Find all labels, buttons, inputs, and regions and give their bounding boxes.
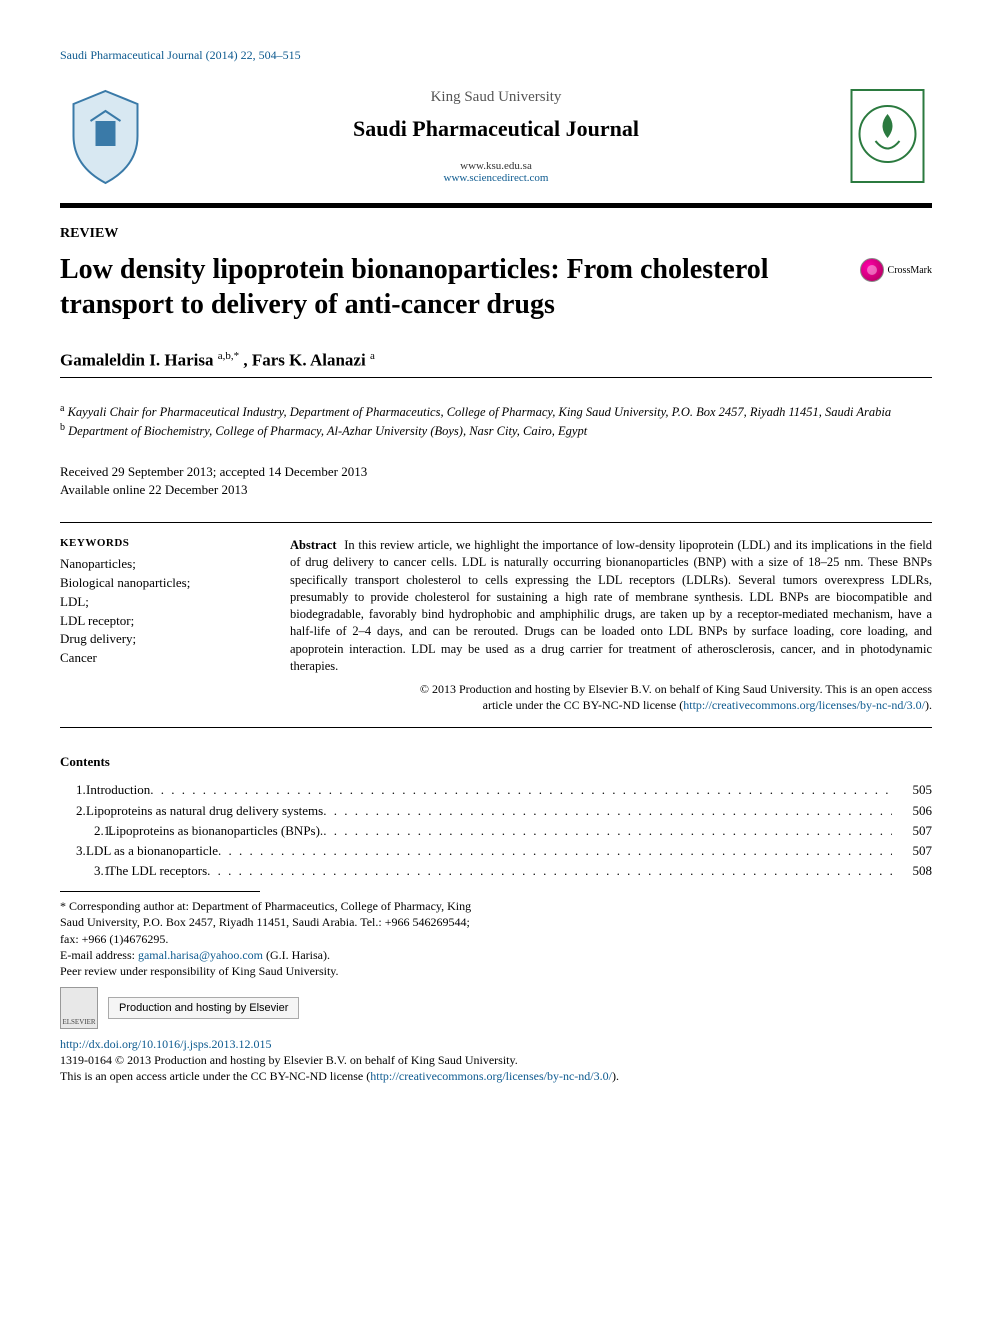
journal-header: King Saud University Saudi Pharmaceutica… (60, 81, 932, 191)
oa-suffix: ). (612, 1069, 619, 1083)
toc-leader-dots (207, 861, 892, 881)
oa-prefix: This is an open access article under the… (60, 1069, 370, 1083)
toc-number: 2. (60, 801, 86, 821)
toc-label: Lipoproteins as bionanoparticles (BNPs). (108, 821, 323, 841)
toc-leader-dots (218, 841, 892, 861)
toc-entry[interactable]: 3.1.The LDL receptors 508 (60, 861, 932, 881)
toc-entry[interactable]: 3.LDL as a bionanoparticle 507 (60, 841, 932, 861)
footnote-divider (60, 891, 260, 892)
crossmark-icon (860, 258, 884, 282)
copyright-block: © 2013 Production and hosting by Elsevie… (290, 681, 932, 713)
keywords-list: Nanoparticles;Biological nanoparticles;L… (60, 555, 260, 668)
production-hosting-label: Production and hosting by Elsevier (108, 997, 299, 1019)
toc-page: 508 (892, 861, 932, 881)
doi-link[interactable]: http://dx.doi.org/10.1016/j.jsps.2013.12… (60, 1037, 271, 1051)
keywords-heading: KEYWORDS (60, 537, 260, 549)
header-divider (60, 203, 932, 208)
email-label: E-mail address: (60, 948, 138, 962)
contents-heading: Contents (60, 754, 932, 770)
table-of-contents: 1.Introduction 5052.Lipoproteins as natu… (60, 780, 932, 881)
toc-page: 507 (892, 821, 932, 841)
author-email-link[interactable]: gamal.harisa@yahoo.com (138, 948, 263, 962)
university-url[interactable]: www.ksu.edu.sa (150, 160, 842, 172)
email-suffix: (G.I. Harisa). (263, 948, 330, 962)
available-online-date: Available online 22 December 2013 (60, 481, 932, 499)
author-1-affiliation-marks: a,b,* (218, 350, 239, 362)
toc-page: 505 (892, 780, 932, 800)
university-name: King Saud University (150, 89, 842, 106)
toc-label: Introduction (86, 780, 150, 800)
issn-copyright: 1319-0164 © 2013 Production and hosting … (60, 1052, 932, 1068)
oa-license-link[interactable]: http://creativecommons.org/licenses/by-n… (370, 1069, 612, 1083)
toc-label: Lipoproteins as natural drug delivery sy… (86, 801, 323, 821)
copyright-close: ). (925, 698, 932, 712)
article-type: REVIEW (60, 226, 932, 242)
journal-logo-right (842, 81, 932, 191)
affiliations: a Kayyali Chair for Pharmaceutical Indus… (60, 402, 932, 441)
toc-leader-dots (323, 821, 892, 841)
university-logo-left (60, 81, 150, 191)
toc-number: 3.1. (60, 861, 108, 881)
toc-leader-dots (323, 801, 892, 821)
toc-page: 507 (892, 841, 932, 861)
toc-number: 1. (60, 780, 86, 800)
abstract-text: In this review article, we highlight the… (290, 538, 932, 673)
elsevier-hosting-row: ELSEVIER Production and hosting by Elsev… (60, 987, 932, 1029)
abstract-keywords-block: KEYWORDS Nanoparticles;Biological nanopa… (60, 522, 932, 728)
journal-reference: Saudi Pharmaceutical Journal (2014) 22, … (60, 48, 932, 63)
sciencedirect-url[interactable]: www.sciencedirect.com (150, 172, 842, 184)
affiliation-a: Kayyali Chair for Pharmaceutical Industr… (68, 405, 892, 419)
abstract-label: Abstract (290, 538, 337, 552)
footnotes: * Corresponding author at: Department of… (60, 898, 480, 979)
crossmark-label: CrossMark (888, 265, 932, 276)
toc-number: 3. (60, 841, 86, 861)
author-1: Gamaleldin I. Harisa (60, 351, 213, 370)
crossmark-badge[interactable]: CrossMark (860, 258, 932, 282)
peer-review-note: Peer review under responsibility of King… (60, 963, 480, 979)
toc-leader-dots (150, 780, 892, 800)
toc-label: The LDL receptors (108, 861, 207, 881)
article-title: Low density lipoprotein bionanoparticles… (60, 252, 840, 322)
corresponding-author: * Corresponding author at: Department of… (60, 898, 480, 947)
toc-page: 506 (892, 801, 932, 821)
copyright-line-1: © 2013 Production and hosting by Elsevie… (420, 682, 932, 696)
article-dates: Received 29 September 2013; accepted 14 … (60, 463, 932, 498)
toc-label: LDL as a bionanoparticle (86, 841, 218, 861)
copyright-line-2: article under the CC BY-NC-ND license ( (483, 698, 684, 712)
received-accepted-date: Received 29 September 2013; accepted 14 … (60, 463, 932, 481)
toc-number: 2.1. (60, 821, 108, 841)
cc-license-link[interactable]: http://creativecommons.org/licenses/by-n… (683, 698, 925, 712)
authors: Gamaleldin I. Harisa a,b,* , Fars K. Ala… (60, 350, 932, 378)
author-2: , Fars K. Alanazi (243, 351, 365, 370)
elsevier-logo: ELSEVIER (60, 987, 98, 1029)
toc-entry[interactable]: 1.Introduction 505 (60, 780, 932, 800)
journal-name: Saudi Pharmaceutical Journal (150, 116, 842, 142)
toc-entry[interactable]: 2.1.Lipoproteins as bionanoparticles (BN… (60, 821, 932, 841)
toc-entry[interactable]: 2.Lipoproteins as natural drug delivery … (60, 801, 932, 821)
affiliation-b: Department of Biochemistry, College of P… (68, 424, 587, 438)
author-2-affiliation-marks: a (370, 350, 375, 362)
